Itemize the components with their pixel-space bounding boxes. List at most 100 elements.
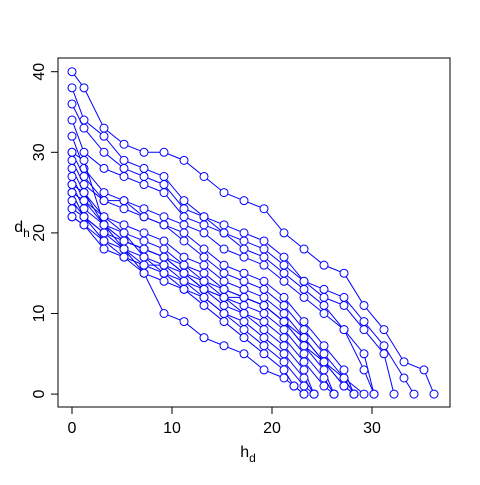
data-point — [279, 365, 289, 375]
data-point — [219, 276, 229, 286]
data-point — [67, 196, 77, 206]
data-point — [139, 244, 149, 254]
data-point — [139, 228, 149, 238]
data-point — [259, 204, 269, 214]
data-point — [179, 212, 189, 222]
data-point — [279, 300, 289, 310]
data-point — [259, 333, 269, 343]
data-point — [67, 83, 77, 93]
data-point — [99, 163, 109, 173]
data-point — [199, 244, 209, 254]
data-point — [199, 292, 209, 302]
data-point — [239, 268, 249, 278]
data-point — [99, 196, 109, 206]
x-tick-label: 30 — [363, 420, 381, 437]
data-point — [139, 204, 149, 214]
data-point — [139, 252, 149, 262]
data-point — [259, 284, 269, 294]
data-point — [67, 67, 77, 77]
data-point — [219, 317, 229, 327]
data-point — [179, 317, 189, 327]
data-point — [219, 300, 229, 310]
data-point — [139, 171, 149, 181]
data-point — [299, 341, 309, 351]
data-point — [369, 389, 379, 399]
data-point — [67, 155, 77, 165]
data-point — [179, 252, 189, 262]
data-point — [159, 276, 169, 286]
data-point — [259, 309, 269, 319]
data-point — [409, 389, 419, 399]
data-point — [159, 188, 169, 198]
data-point — [159, 260, 169, 270]
data-point — [199, 300, 209, 310]
data-point — [339, 292, 349, 302]
data-point — [219, 309, 229, 319]
data-point — [279, 252, 289, 262]
data-point — [67, 204, 77, 214]
data-point — [79, 220, 89, 230]
data-point — [119, 228, 129, 238]
data-point — [219, 268, 229, 278]
data-point — [239, 236, 249, 246]
data-point — [279, 228, 289, 238]
data-point — [99, 131, 109, 141]
data-point — [139, 212, 149, 222]
data-point — [299, 381, 309, 391]
data-point — [79, 155, 89, 165]
data-point — [259, 365, 269, 375]
data-point — [119, 244, 129, 254]
data-point — [139, 180, 149, 190]
data-point — [179, 220, 189, 230]
y-tick-label: 30 — [31, 143, 48, 161]
data-point — [159, 180, 169, 190]
series-line — [71, 160, 355, 395]
data-point — [299, 333, 309, 343]
data-point — [299, 349, 309, 359]
data-point — [159, 212, 169, 222]
data-point — [67, 188, 77, 198]
data-point — [429, 389, 439, 399]
data-point — [299, 244, 309, 254]
data-point — [279, 309, 289, 319]
x-tick-label: 10 — [163, 420, 181, 437]
data-point — [239, 325, 249, 335]
data-point — [359, 317, 369, 327]
data-point — [179, 236, 189, 246]
data-point — [99, 220, 109, 230]
data-point — [279, 325, 289, 335]
data-point — [339, 381, 349, 391]
data-point — [319, 365, 329, 375]
data-point — [179, 260, 189, 270]
data-point — [379, 341, 389, 351]
data-point — [199, 228, 209, 238]
x-label-sub: d — [249, 451, 256, 465]
data-point — [239, 292, 249, 302]
data-point — [67, 180, 77, 190]
data-point — [219, 244, 229, 254]
data-point — [67, 147, 77, 157]
data-point — [79, 123, 89, 133]
data-point — [219, 260, 229, 270]
data-point — [79, 212, 89, 222]
data-point — [279, 349, 289, 359]
data-point — [259, 276, 269, 286]
data-point — [67, 171, 77, 181]
data-point — [339, 268, 349, 278]
data-point — [339, 300, 349, 310]
data-point — [359, 325, 369, 335]
data-point — [239, 317, 249, 327]
data-point — [159, 147, 169, 157]
data-point — [279, 268, 289, 278]
data-point — [159, 244, 169, 254]
data-point — [159, 236, 169, 246]
data-point — [239, 284, 249, 294]
x-label-main: h — [240, 444, 249, 461]
data-point — [199, 333, 209, 343]
data-point — [299, 357, 309, 367]
data-point — [239, 252, 249, 262]
data-point — [119, 196, 129, 206]
data-point — [359, 300, 369, 310]
data-point — [199, 268, 209, 278]
